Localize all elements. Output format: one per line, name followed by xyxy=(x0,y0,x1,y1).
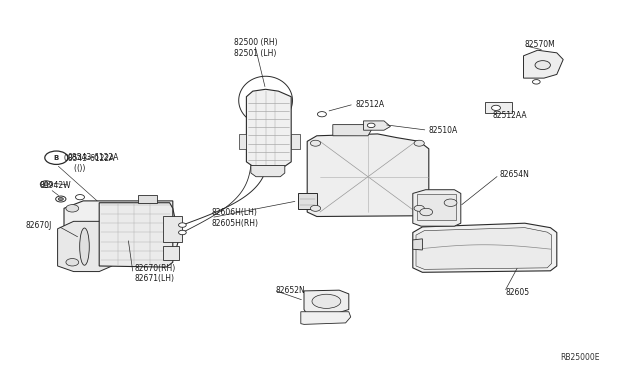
Text: 82512AA: 82512AA xyxy=(493,111,527,120)
Polygon shape xyxy=(291,134,300,149)
Circle shape xyxy=(420,208,433,216)
Polygon shape xyxy=(163,216,182,242)
Circle shape xyxy=(444,199,457,206)
Text: 82512A: 82512A xyxy=(355,100,385,109)
Text: 82501 (LH): 82501 (LH) xyxy=(234,49,276,58)
Polygon shape xyxy=(301,312,351,324)
Circle shape xyxy=(179,230,186,235)
Polygon shape xyxy=(99,203,173,267)
Circle shape xyxy=(310,140,321,146)
Polygon shape xyxy=(239,134,246,149)
Text: RB25000E: RB25000E xyxy=(560,353,600,362)
Ellipse shape xyxy=(80,228,90,265)
Circle shape xyxy=(66,259,79,266)
Polygon shape xyxy=(416,228,552,269)
Text: 80942W: 80942W xyxy=(40,181,71,190)
Text: 82570M: 82570M xyxy=(525,40,556,49)
Text: 82605H(RH): 82605H(RH) xyxy=(211,219,258,228)
Polygon shape xyxy=(524,50,563,78)
Circle shape xyxy=(317,112,326,117)
Polygon shape xyxy=(163,246,179,260)
Text: 82670(RH): 82670(RH) xyxy=(134,264,175,273)
Circle shape xyxy=(40,181,52,187)
Circle shape xyxy=(535,61,550,70)
Text: ( ): ( ) xyxy=(77,164,85,173)
Text: 82605: 82605 xyxy=(506,288,530,296)
Text: 82671(LH): 82671(LH) xyxy=(134,275,174,283)
Ellipse shape xyxy=(312,294,340,308)
Text: 82654N: 82654N xyxy=(499,170,529,179)
Polygon shape xyxy=(246,89,291,166)
Text: 82510A: 82510A xyxy=(429,126,458,135)
Circle shape xyxy=(310,205,321,211)
Polygon shape xyxy=(333,125,371,136)
Text: 82606H(LH): 82606H(LH) xyxy=(211,208,257,217)
Polygon shape xyxy=(64,201,179,268)
Text: B: B xyxy=(54,155,59,161)
Polygon shape xyxy=(417,194,456,220)
Circle shape xyxy=(76,195,84,200)
Text: 82670J: 82670J xyxy=(26,221,52,230)
Text: 82500 (RH): 82500 (RH) xyxy=(234,38,277,47)
Polygon shape xyxy=(298,193,317,209)
Circle shape xyxy=(58,198,63,201)
Circle shape xyxy=(492,105,500,110)
Circle shape xyxy=(66,205,79,212)
Circle shape xyxy=(45,151,68,164)
Circle shape xyxy=(56,196,66,202)
Circle shape xyxy=(179,223,186,227)
Circle shape xyxy=(532,80,540,84)
Polygon shape xyxy=(138,195,157,203)
Polygon shape xyxy=(413,239,422,250)
Text: 08543-6122A: 08543-6122A xyxy=(68,153,119,162)
Text: ( ): ( ) xyxy=(74,164,83,173)
Text: 82652N: 82652N xyxy=(275,286,305,295)
Polygon shape xyxy=(58,221,112,272)
Polygon shape xyxy=(304,290,349,312)
Polygon shape xyxy=(251,166,285,177)
Circle shape xyxy=(367,123,375,128)
Circle shape xyxy=(44,183,49,186)
Circle shape xyxy=(414,205,424,211)
Polygon shape xyxy=(413,190,461,226)
Polygon shape xyxy=(485,102,512,113)
Text: 08543-6122A: 08543-6122A xyxy=(64,154,115,163)
Circle shape xyxy=(414,140,424,146)
Polygon shape xyxy=(364,121,390,130)
Polygon shape xyxy=(307,134,429,217)
Polygon shape xyxy=(413,223,557,272)
